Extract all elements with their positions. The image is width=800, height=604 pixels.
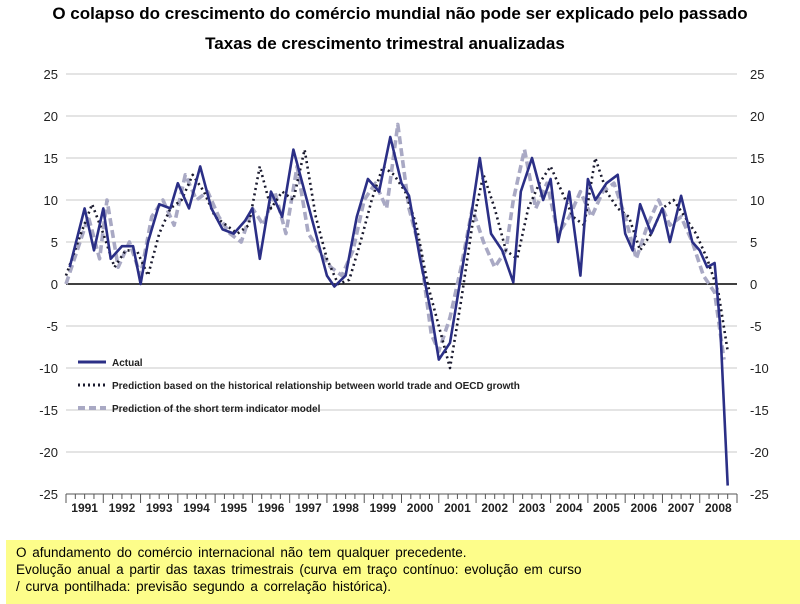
x-tick-label: 2003: [519, 501, 546, 515]
y-tick-label-left: -20: [39, 445, 58, 460]
y-tick-label-right: 10: [750, 193, 764, 208]
caption-box: O afundamento do comércio internacional …: [6, 540, 800, 604]
chart-title: O colapso do crescimento do comércio mun…: [52, 4, 748, 23]
y-tick-label-right: 0: [750, 277, 757, 292]
grid-layer: [66, 73, 737, 495]
x-tick-label: 2000: [407, 501, 434, 515]
series-line-dotted: [64, 148, 729, 370]
x-tick-label: 2004: [556, 501, 583, 515]
x-tick-label: 2007: [668, 501, 695, 515]
x-tick-label: 2005: [593, 501, 620, 515]
series-line-dashed: [64, 122, 726, 360]
y-tick-label-left: 25: [44, 67, 58, 82]
x-tick-label: 1992: [109, 501, 136, 515]
y-tick-label-right: 15: [750, 151, 764, 166]
legend-label-actual: Actual: [112, 358, 143, 369]
y-tick-label-right: -25: [750, 487, 769, 502]
y-tick-label-left: -10: [39, 361, 58, 376]
x-tick-label: 1996: [258, 501, 285, 515]
y-tick-label-right: -10: [750, 361, 769, 376]
x-tick-label: 1997: [295, 501, 322, 515]
x-tick-label: 1998: [332, 501, 359, 515]
y-tick-label-left: 5: [51, 235, 58, 250]
series-line-solid: [68, 135, 729, 486]
x-tick-label: 1993: [146, 501, 173, 515]
y-tick-label-right: -15: [750, 403, 769, 418]
y-tick-label-right: -5: [750, 319, 762, 334]
line-chart: 25 25 20 20 15 15 10 10 5 5 0 0 -5 -5 -10 -10 -15 -15 -20 -…: [39, 67, 769, 515]
axis-layer: 25 25 20 20 15 15 10 10 5 5 0 0 -5 -5 -10 -10 -15 -15 -20 -…: [39, 67, 769, 515]
y-tick-label-right: 5: [750, 235, 757, 250]
x-tick-label: 2002: [481, 501, 508, 515]
legend-label-oecd: Prediction based on the historical relat…: [112, 381, 520, 392]
x-tick-label: 1999: [370, 501, 397, 515]
y-tick-label-left: 15: [44, 151, 58, 166]
caption-line-3: / curva pontilhada: previsão segundo a c…: [16, 579, 391, 594]
x-tick-label: 1995: [220, 501, 247, 515]
x-tick-label: 2006: [630, 501, 657, 515]
legend-label-indicator: Prediction of the short term indicator m…: [112, 404, 321, 415]
x-tick-label: 1994: [183, 501, 210, 515]
y-tick-label-left: 0: [51, 277, 58, 292]
y-tick-label-left: 10: [44, 193, 58, 208]
y-tick-label-left: -25: [39, 487, 58, 502]
y-tick-label-right: 25: [750, 67, 764, 82]
chart-subtitle: Taxas de crescimento trimestral anualiza…: [205, 34, 565, 53]
y-tick-label-left: -15: [39, 403, 58, 418]
legend: Actual Prediction based on the historica…: [78, 358, 520, 415]
x-tick-label: 2001: [444, 501, 471, 515]
y-tick-label-left: -5: [46, 319, 58, 334]
caption-line-1: O afundamento do comércio internacional …: [16, 545, 467, 560]
y-tick-label-right: -20: [750, 445, 769, 460]
y-tick-label-right: 20: [750, 109, 764, 124]
x-tick-label: 1991: [71, 501, 98, 515]
series-layer: [64, 122, 729, 486]
caption-line-2: Evolução anual a partir das taxas trimes…: [16, 562, 582, 577]
y-tick-label-left: 20: [44, 109, 58, 124]
x-tick-label: 2008: [705, 501, 732, 515]
